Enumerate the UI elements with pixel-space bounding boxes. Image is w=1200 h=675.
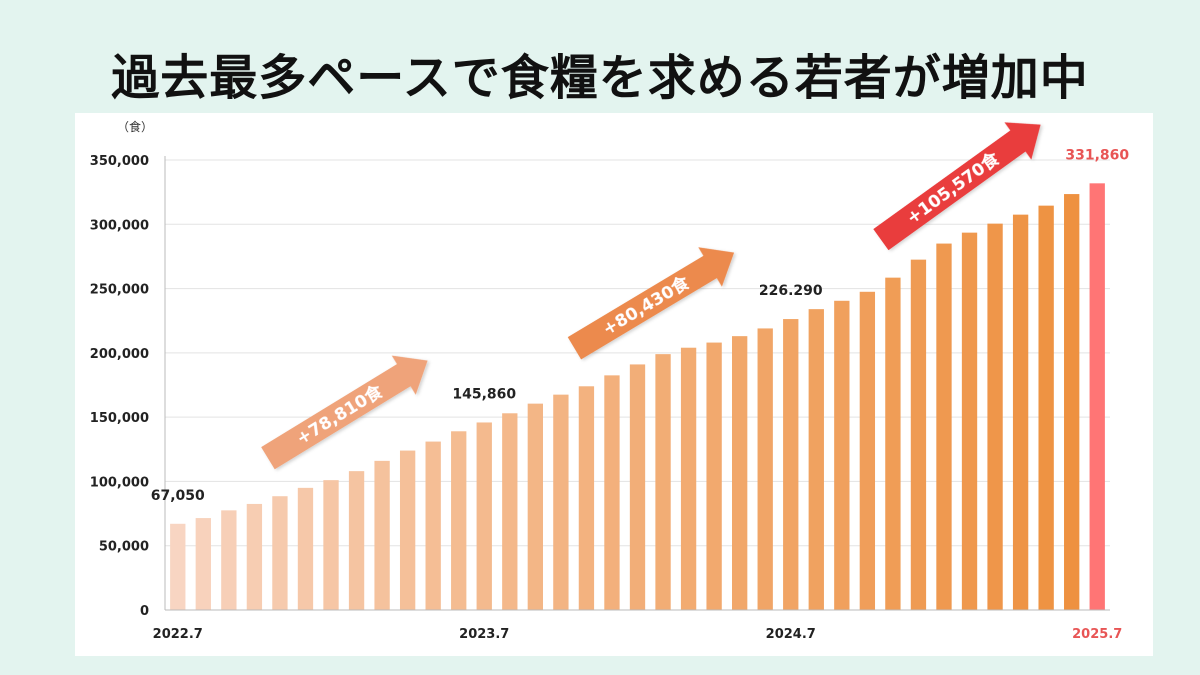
chart-panel: 0 50,000 100,000 150,000 200,000 250,000 300,0… — [75, 113, 1153, 656]
y-tick-label: 300,000 — [90, 218, 149, 233]
bar — [732, 336, 748, 610]
arrow-shape — [261, 355, 428, 470]
bar — [859, 291, 876, 610]
bar — [834, 300, 850, 610]
arrow-shape — [567, 247, 735, 360]
y-tick-label: 350,000 — [90, 154, 149, 169]
data-value-label: 67,050 — [151, 488, 205, 504]
y-tick-label: 150,000 — [90, 411, 149, 426]
bar — [451, 431, 467, 610]
bar — [936, 243, 952, 611]
bar — [221, 510, 237, 610]
bar — [655, 354, 671, 610]
bar — [374, 460, 390, 610]
bar — [348, 471, 365, 610]
bar — [246, 503, 263, 610]
bar — [1064, 194, 1080, 611]
bar — [527, 403, 543, 610]
bar — [323, 480, 339, 610]
y-tick-label: 250,000 — [90, 283, 149, 298]
bar — [680, 347, 697, 610]
bar — [885, 277, 901, 610]
bar — [808, 309, 824, 610]
bar — [961, 232, 978, 610]
x-tick-label: 2022.7 — [153, 627, 203, 642]
page-title: 過去最多ペースで食糧を求める若者が増加中 — [111, 50, 1089, 106]
bar — [987, 223, 1003, 610]
arrow-shape — [873, 122, 1041, 251]
bar — [476, 422, 492, 610]
x-tick-label: 2024.7 — [766, 627, 816, 642]
bar — [195, 518, 211, 610]
y-axis-unit-label: （食） — [117, 119, 153, 134]
bar — [502, 413, 518, 610]
bar — [170, 523, 186, 610]
bar — [1089, 183, 1105, 610]
data-value-label: 145,860 — [452, 386, 516, 402]
bar — [604, 375, 620, 610]
bar — [297, 487, 314, 610]
increase-label: +78,810食 — [293, 380, 387, 449]
bar — [399, 450, 416, 610]
bar — [629, 364, 646, 610]
bar — [1012, 214, 1029, 610]
data-value-label: 331,860 — [1065, 147, 1129, 163]
increase-label: +80,430食 — [599, 272, 694, 340]
x-tick-label: 2025.7 — [1072, 627, 1122, 642]
bar — [1038, 205, 1054, 610]
bar — [553, 394, 569, 610]
data-value-label: 226.290 — [759, 283, 823, 299]
y-tick-label: 50,000 — [99, 540, 149, 555]
bar-chart: 0 50,000 100,000 150,000 200,000 250,000 300,0… — [90, 119, 1130, 642]
bar — [706, 342, 722, 610]
x-tick-label: 2023.7 — [459, 627, 509, 642]
bar — [272, 496, 288, 610]
y-tick-label: 200,000 — [90, 347, 149, 362]
bar — [910, 259, 927, 610]
y-tick-label: 0 — [140, 604, 149, 619]
bar — [578, 386, 595, 610]
y-tick-label: 100,000 — [90, 475, 149, 490]
bar — [783, 319, 799, 610]
bar — [757, 328, 773, 610]
bar — [425, 441, 441, 610]
